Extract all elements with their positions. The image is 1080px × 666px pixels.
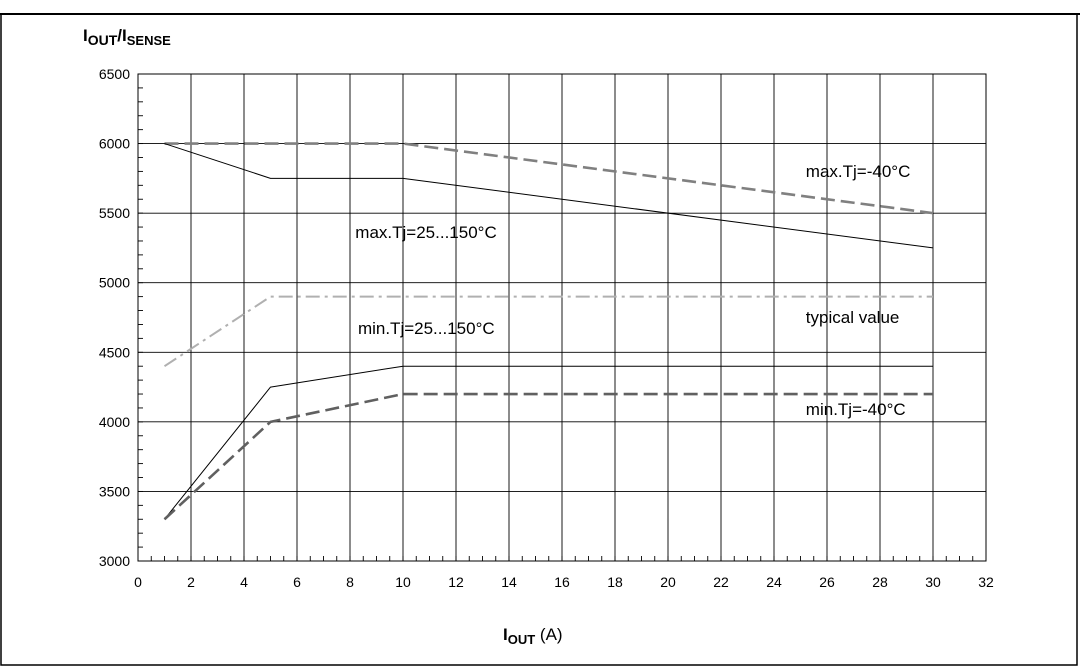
x-axis-title-unit: (A)	[535, 625, 562, 644]
y-tick-label: 5500	[99, 205, 130, 221]
y-tick-label: 4000	[99, 414, 130, 430]
x-tick-label: 26	[819, 574, 835, 590]
y-tick-labels: 3000 3500 4000 4500 5000 5500 6000 6500	[99, 66, 130, 569]
x-tick-label: 16	[554, 574, 570, 590]
x-tick-label: 10	[395, 574, 411, 590]
annotation-label: min.Tj=25...150°C	[358, 319, 495, 338]
x-tick-label: 4	[240, 574, 248, 590]
y-tick-label: 4500	[99, 344, 130, 360]
x-axis-title: IOUT (A)	[503, 625, 563, 647]
x-tick-label: 14	[501, 574, 517, 590]
annotations: max.Tj=-40°C max.Tj=25...150°C typical val…	[355, 162, 910, 419]
caption-underline	[0, 13, 1080, 15]
annotation-label: max.Tj=-40°C	[806, 162, 911, 181]
x-tick-labels: 0 2 4 6 8 10 12 14 16 18 20 22 24 26 28 30 32	[134, 574, 994, 590]
x-tick-label: 12	[448, 574, 464, 590]
x-tick-label: 18	[607, 574, 623, 590]
series-layer	[163, 142, 934, 521]
plot-area-border	[137, 73, 987, 562]
figure-border	[0, 13, 1078, 666]
x-tick-label: 2	[187, 574, 195, 590]
series-line-5	[163, 392, 933, 521]
annotation-label: typical value	[806, 308, 900, 327]
series-line-2	[164, 143, 934, 249]
minor-ticks	[137, 73, 987, 562]
y-tick-label: 6000	[99, 136, 130, 152]
x-axis-title-main: I	[503, 625, 508, 644]
x-tick-label: 28	[872, 574, 888, 590]
series-line-3	[163, 295, 933, 368]
x-tick-label: 20	[660, 574, 676, 590]
y-axis-title-sub2: SENSE	[127, 33, 171, 48]
y-tick-label: 5000	[99, 275, 130, 291]
y-axis-title-main: I	[83, 26, 88, 45]
y-axis-title-sep: /I	[117, 26, 126, 45]
x-tick-label: 24	[766, 574, 782, 590]
x-tick-label: 32	[978, 574, 994, 590]
x-tick-label: 22	[713, 574, 729, 590]
annotation-label: min.Tj=-40°C	[806, 400, 906, 419]
x-tick-label: 0	[134, 574, 142, 590]
series-line-1	[164, 142, 934, 215]
caption-strip	[0, 0, 1080, 14]
series-line-4	[164, 365, 933, 520]
x-tick-label: 30	[925, 574, 941, 590]
x-tick-label: 8	[346, 574, 354, 590]
y-tick-label: 6500	[99, 66, 130, 82]
y-tick-label: 3500	[99, 483, 130, 499]
x-axis-title-sub: OUT	[508, 632, 536, 647]
y-axis-title-sub1: OUT	[88, 32, 118, 48]
annotation-label: max.Tj=25...150°C	[355, 223, 496, 242]
y-tick-label: 3000	[99, 553, 130, 569]
y-axis-title: IOUT/ISENSE	[83, 26, 171, 48]
x-tick-label: 6	[293, 574, 301, 590]
